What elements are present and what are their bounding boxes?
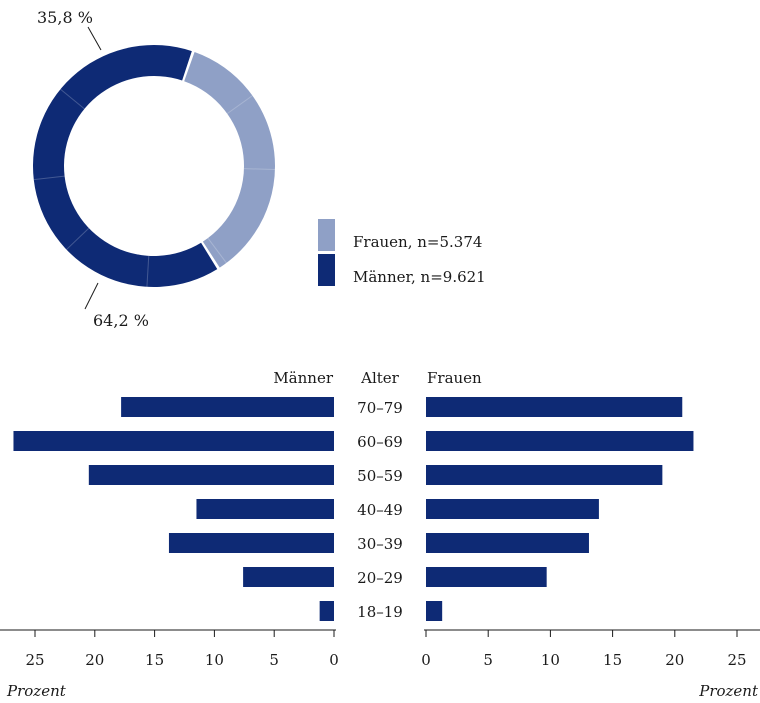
age-label: 30–39 <box>357 535 403 553</box>
donut-segment-divider <box>207 237 227 264</box>
bar-frauen <box>426 465 663 485</box>
bar-maenner <box>319 601 334 621</box>
legend-label-frauen: Frauen, n=5.374 <box>353 233 482 251</box>
donut-slice-männer <box>32 44 218 287</box>
x-tick-label-left: 0 <box>329 651 339 669</box>
x-axis-title-left: Prozent <box>6 682 67 700</box>
age-label: 40–49 <box>357 501 403 519</box>
bar-maenner <box>168 533 334 553</box>
bar-maenner <box>13 431 335 451</box>
leader-line-frauen <box>87 26 102 51</box>
age-label: 70–79 <box>357 399 403 417</box>
slice-label-frauen: 35,8 % <box>37 8 93 27</box>
bar-frauen <box>426 499 599 519</box>
age-label: 60–69 <box>357 433 403 451</box>
x-tick-label-right: 10 <box>541 651 560 669</box>
bar-frauen <box>426 431 694 451</box>
age-label: 20–29 <box>357 569 403 587</box>
x-tick-label-left: 5 <box>269 651 279 669</box>
bar-frauen <box>426 567 547 587</box>
age-label: 18–19 <box>357 603 403 621</box>
x-tick-label-right: 5 <box>483 651 493 669</box>
donut-segment-divider <box>33 175 65 181</box>
x-tick-label-left: 25 <box>25 651 44 669</box>
bar-maenner <box>88 465 334 485</box>
x-tick-label-left: 15 <box>145 651 164 669</box>
bar-maenner <box>196 499 334 519</box>
donut-segment-divider <box>226 95 253 115</box>
bar-frauen <box>426 533 589 553</box>
x-tick-label-left: 10 <box>205 651 224 669</box>
legend-swatch-männer <box>318 254 335 286</box>
leader-line-maenner <box>84 282 99 310</box>
bar-maenner <box>121 397 334 417</box>
donut-segment-divider <box>243 168 275 171</box>
slice-label-maenner: 64,2 % <box>93 311 149 330</box>
bar-frauen <box>426 601 443 621</box>
x-tick-label-right: 25 <box>727 651 746 669</box>
header-maenner: Männer <box>273 369 334 387</box>
donut-segment-divider <box>60 88 85 110</box>
x-axis-title-right: Prozent <box>698 682 759 700</box>
donut-segment-divider <box>146 255 150 287</box>
age-label: 50–59 <box>357 467 403 485</box>
x-tick-label-right: 15 <box>603 651 622 669</box>
header-alter: Alter <box>360 369 400 387</box>
x-tick-label-left: 20 <box>85 651 104 669</box>
x-tick-label-right: 0 <box>421 651 431 669</box>
bar-maenner <box>243 567 334 587</box>
donut-slice-frauen <box>184 52 275 268</box>
bar-frauen <box>426 397 683 417</box>
header-frauen: Frauen <box>427 369 482 387</box>
x-tick-label-right: 20 <box>665 651 684 669</box>
legend-swatch-frauen <box>318 219 335 251</box>
donut-segment-divider <box>66 227 90 250</box>
legend-label-männer: Männer, n=9.621 <box>353 268 486 286</box>
